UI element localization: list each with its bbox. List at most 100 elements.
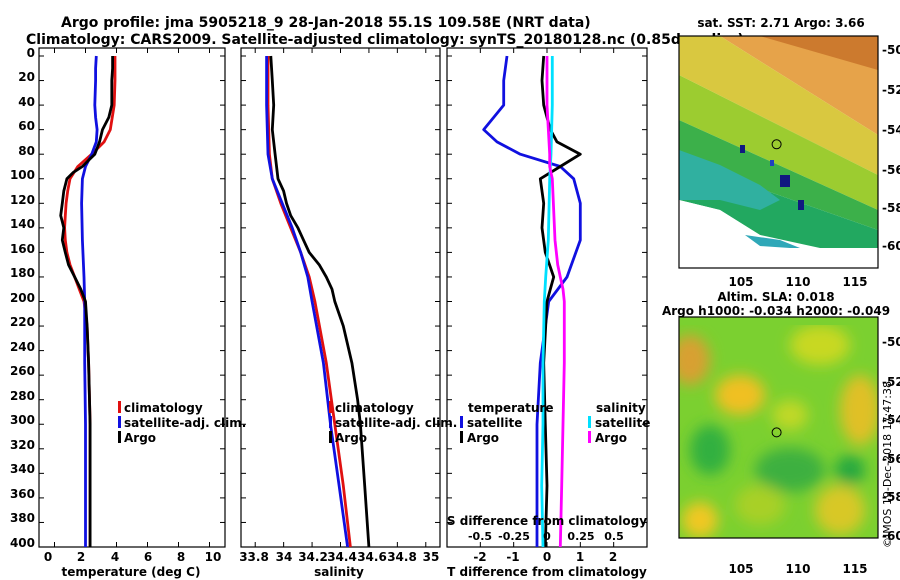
difference-x-axis: -2 -1 0 1 2 T difference from climatolog…: [447, 550, 647, 579]
depth-tick-label: 280: [10, 389, 35, 403]
depth-tick-label: 160: [10, 242, 35, 256]
sla-argo-marker: [771, 427, 782, 438]
legend-swatch-argo: [329, 431, 332, 443]
s-diff-tick-label: 0: [543, 530, 551, 543]
sla-blob: [755, 448, 825, 492]
depth-tick-label: 80: [18, 144, 35, 158]
legend-swatch-satellite: [329, 416, 332, 428]
sst-lon-tick: 115: [842, 275, 867, 289]
sla-lat-tick: -52: [882, 375, 900, 389]
depth-tick-label: 300: [10, 413, 35, 427]
t-diff-axis-label: T difference from climatology: [447, 565, 647, 579]
sst-lat-tick: -58: [882, 201, 900, 215]
sla-blob: [815, 485, 865, 535]
legend-heading-salinity: salinity: [596, 401, 646, 415]
legend-swatch-temp-argo: [460, 431, 463, 443]
temperature-tick-label: 6: [144, 550, 152, 564]
temperature-legend: climatology satellite-adj. clim. Argo: [118, 401, 246, 445]
sla-lat-tick: -60: [882, 529, 900, 543]
sst-missing-data: [679, 200, 830, 260]
credit-text: ©IMOS 19-Dec-2018 17:47:38: [881, 381, 894, 548]
depth-tick-label: 360: [10, 487, 35, 501]
sst-dark-patch: [780, 175, 790, 187]
sst-lat-tick: -52: [882, 83, 900, 97]
difference-legend: temperature satellite Argo salinity sate…: [460, 401, 650, 445]
t-diff-tick-label: 2: [609, 550, 617, 564]
salinity-legend: climatology satellite-adj. clim. Argo: [329, 401, 457, 445]
legend-swatch-temp-satellite: [460, 416, 463, 428]
sst-dark-patch: [798, 200, 804, 210]
legend-label: satellite: [595, 416, 650, 430]
depth-tick-label: 200: [10, 291, 35, 305]
salinity-tick-label: 33.8: [239, 550, 269, 564]
depth-tick-label: 180: [10, 266, 35, 280]
legend-label: Argo: [467, 431, 499, 445]
s-diff-tick-label: 0.25: [567, 530, 594, 543]
sla-map: [678, 316, 879, 539]
sla-map-axes: -50 -52 -54 -56 -58 -60 105 110 115: [728, 335, 900, 576]
legend-label: satellite-adj. clim.: [124, 416, 246, 430]
legend-swatch-argo: [118, 431, 121, 443]
sst-map: [678, 35, 879, 269]
series-line-temperature-satellite: [482, 55, 582, 547]
depth-tick-label: 40: [18, 95, 35, 109]
title-line1: Argo profile: jma 5905218_9 28-Jan-2018 …: [61, 15, 591, 31]
depth-tick-label: 380: [10, 511, 35, 525]
s-diff-axis-label: S difference from climatology: [447, 514, 647, 528]
salinity-tick-label: 34.2: [298, 550, 328, 564]
legend-label: Argo: [124, 431, 156, 445]
temperature-tick-label: 0: [44, 550, 52, 564]
sst-map-axes: -50 -52 -54 -56 -58 -60 105 110 115: [728, 43, 900, 289]
sla-blob: [772, 400, 808, 430]
sla-lat-tick: -54: [882, 413, 900, 427]
temperature-tick-label: 10: [205, 550, 222, 564]
legend-label: satellite: [467, 416, 522, 430]
sla-blob: [690, 425, 730, 475]
sst-lon-tick: 110: [785, 275, 810, 289]
sst-argo-marker: [771, 139, 782, 150]
series-line-satellite-adj-clim-: [80, 55, 99, 547]
legend-swatch-climatology: [329, 401, 332, 413]
salinity-tick-label: 34.4: [327, 550, 357, 564]
t-diff-tick-label: 0: [543, 550, 551, 564]
temperature-axis-label: temperature (deg C): [62, 565, 201, 579]
legend-label: climatology: [124, 401, 203, 415]
s-diff-tick-label: -0.25: [498, 530, 530, 543]
sst-green-band: [679, 120, 878, 230]
s-diff-tick-label: -0.5: [468, 530, 492, 543]
sla-blob: [840, 375, 878, 445]
sst-cyan-band: [679, 150, 780, 210]
depth-tick-label: 20: [18, 70, 35, 84]
sst-yellowgreen-band: [679, 75, 878, 210]
legend-label: Argo: [595, 431, 627, 445]
sst-map-title: sat. SST: 2.71 Argo: 3.66: [697, 16, 864, 30]
temperature-tick-label: 8: [177, 550, 185, 564]
sla-blob: [682, 502, 718, 538]
legend-swatch-sal-satellite: [588, 416, 591, 428]
legend-label: climatology: [335, 401, 414, 415]
sst-lat-tick: -50: [882, 43, 900, 57]
sla-lat-tick: -50: [882, 335, 900, 349]
depth-tick-label: 100: [10, 168, 35, 182]
salinity-tick-label: 35: [423, 550, 440, 564]
legend-label: satellite-adj. clim.: [335, 416, 457, 430]
depth-tick-label: 60: [18, 119, 35, 133]
series-line-salinity-satellite: [540, 56, 554, 547]
title-line2: Climatology: CARS2009. Satellite-adjuste…: [26, 32, 744, 48]
sla-map-title-line1: Altim. SLA: 0.018: [717, 290, 834, 304]
sst-dark-patch: [740, 145, 745, 153]
depth-tick-label: 320: [10, 438, 35, 452]
depth-tick-label: 140: [10, 217, 35, 231]
salinity-axis-label: salinity: [314, 565, 364, 579]
series-line-argo: [59, 56, 114, 547]
series-line-salinity-argo: [545, 56, 566, 547]
temperature-x-axis: 0 2 4 6 8 10 temperature (deg C): [44, 550, 222, 579]
temperature-tick-label: 2: [77, 550, 85, 564]
sst-cyan-edge: [745, 235, 800, 248]
series-line-argo: [269, 55, 371, 547]
t-diff-tick-label: -2: [473, 550, 486, 564]
depth-tick-label: 340: [10, 462, 35, 476]
sst-lon-tick: 105: [728, 275, 753, 289]
s-diff-secondary-axis: S difference from climatology -0.5 -0.25…: [447, 514, 647, 543]
